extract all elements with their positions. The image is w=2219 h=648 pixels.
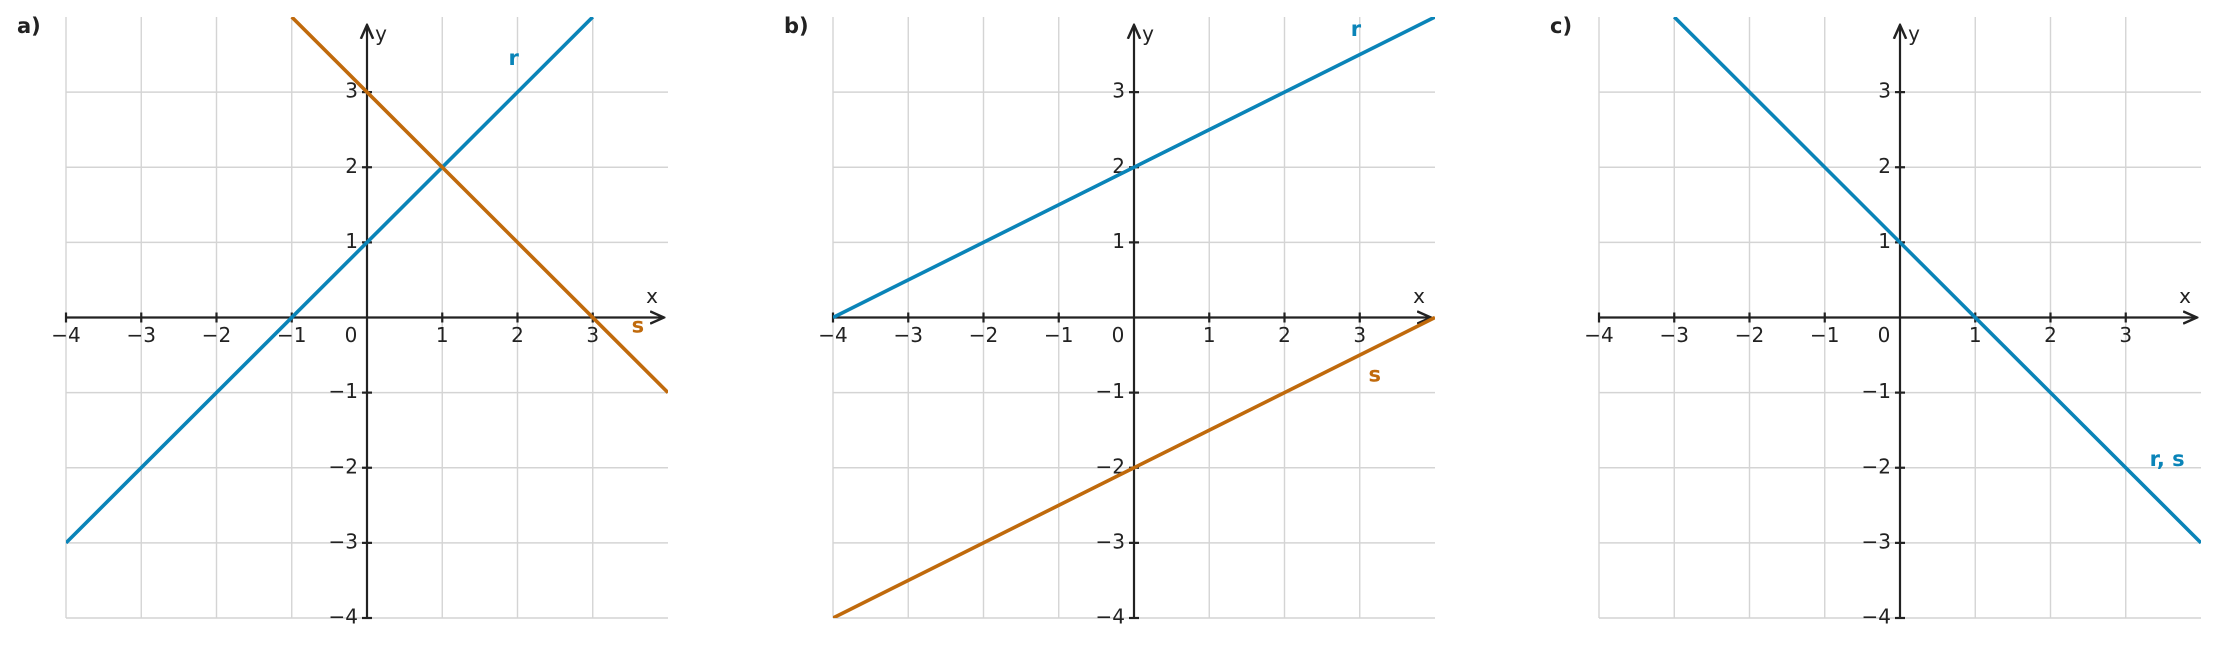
x-tick-label: 0 (1112, 323, 1125, 347)
y-tick-label: −3 (329, 529, 358, 553)
x-tick-label: −2 (969, 323, 998, 347)
x-tick-label: −1 (1044, 323, 1073, 347)
x-tick-label: 1 (436, 323, 449, 347)
y-axis-label: y (1908, 22, 1920, 46)
x-tick-label: 3 (1353, 323, 1366, 347)
x-tick-label: 2 (1278, 323, 1291, 347)
x-tick-label: 1 (1969, 323, 1982, 347)
y-tick-label: −3 (1862, 529, 1891, 553)
line-series (66, 17, 595, 545)
panel-label: a) (17, 14, 41, 38)
series-label: r, s (2150, 447, 2185, 471)
x-axis-label: x (646, 284, 658, 308)
y-tick-label: −4 (329, 605, 358, 629)
y-tick-label: 1 (1878, 229, 1891, 253)
x-tick-label: 0 (1878, 323, 1891, 347)
y-tick-label: 3 (1878, 79, 1891, 103)
line-series (290, 17, 668, 394)
x-tick-label: 3 (2119, 323, 2132, 347)
series-label: s (632, 314, 645, 338)
y-tick-label: 1 (1112, 229, 1125, 253)
x-tick-label: −3 (127, 323, 156, 347)
panel-label: b) (784, 14, 809, 38)
y-tick-label: 3 (1112, 79, 1125, 103)
y-axis-label: y (1142, 22, 1154, 46)
y-tick-label: 2 (1878, 154, 1891, 178)
line-series (833, 17, 1435, 320)
y-tick-label: −4 (1096, 605, 1125, 629)
y-tick-label: 2 (345, 154, 358, 178)
x-tick-label: 2 (511, 323, 524, 347)
x-tick-label: −4 (818, 323, 847, 347)
series-label: r (1351, 17, 1362, 41)
y-tick-label: −2 (1862, 454, 1891, 478)
x-tick-label: −2 (202, 323, 231, 347)
panel: c) −4 −3 −2 −1 0 1 2 3 −4 −3 −2 −1 1 2 3 x y r, s (1550, 14, 2201, 629)
y-tick-label: 3 (345, 79, 358, 103)
x-tick-label: 1 (1203, 323, 1216, 347)
line-series (1672, 17, 2201, 545)
y-tick-label: −1 (1862, 379, 1891, 403)
y-tick-label: −1 (329, 379, 358, 403)
y-tick-label: −4 (1862, 605, 1891, 629)
x-tick-label: −4 (51, 323, 80, 347)
x-tick-label: −4 (1584, 323, 1613, 347)
x-tick-label: 3 (586, 323, 599, 347)
x-axis-label: x (2179, 284, 2191, 308)
y-tick-label: 1 (345, 229, 358, 253)
x-axis-label: x (1413, 284, 1425, 308)
x-tick-label: 0 (345, 323, 358, 347)
x-tick-label: −3 (1660, 323, 1689, 347)
y-axis-label: y (375, 22, 387, 46)
panel-label: c) (1550, 14, 1572, 38)
x-tick-label: −3 (894, 323, 923, 347)
series-label: r (509, 46, 520, 70)
y-tick-label: −2 (329, 454, 358, 478)
x-tick-label: −2 (1735, 323, 1764, 347)
y-tick-label: −1 (1096, 379, 1125, 403)
line-series (833, 315, 1435, 618)
x-tick-label: −1 (1810, 323, 1839, 347)
series-label: s (1369, 362, 1382, 386)
y-tick-label: −3 (1096, 529, 1125, 553)
x-tick-label: 2 (2044, 323, 2057, 347)
